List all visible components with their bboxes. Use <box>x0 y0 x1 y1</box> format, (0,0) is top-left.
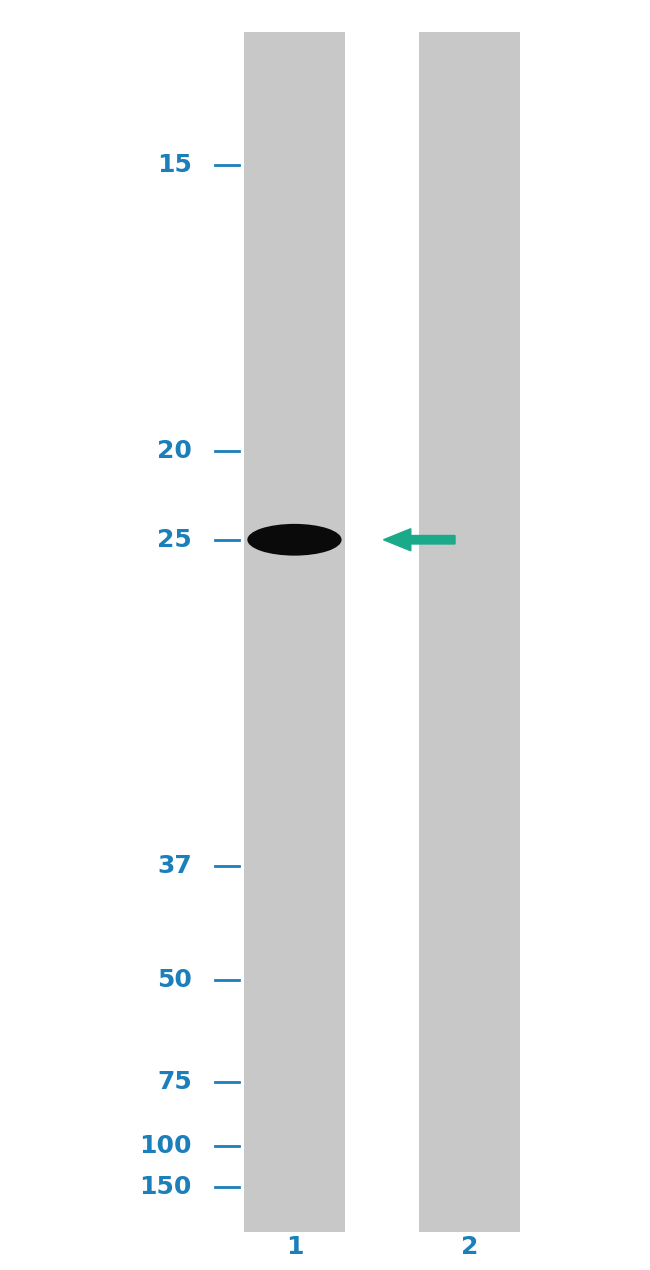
Text: 20: 20 <box>157 439 192 462</box>
Text: 50: 50 <box>157 969 192 992</box>
Bar <box>419 32 520 1232</box>
FancyArrow shape <box>384 528 455 551</box>
Text: 75: 75 <box>157 1071 192 1093</box>
Bar <box>244 32 344 1232</box>
Text: 25: 25 <box>157 528 192 551</box>
Text: 37: 37 <box>157 855 192 878</box>
Ellipse shape <box>247 523 342 556</box>
Text: 2: 2 <box>461 1236 478 1259</box>
Text: 15: 15 <box>157 154 192 177</box>
Text: 150: 150 <box>139 1176 192 1199</box>
Text: 100: 100 <box>139 1134 192 1157</box>
Text: 1: 1 <box>286 1236 303 1259</box>
